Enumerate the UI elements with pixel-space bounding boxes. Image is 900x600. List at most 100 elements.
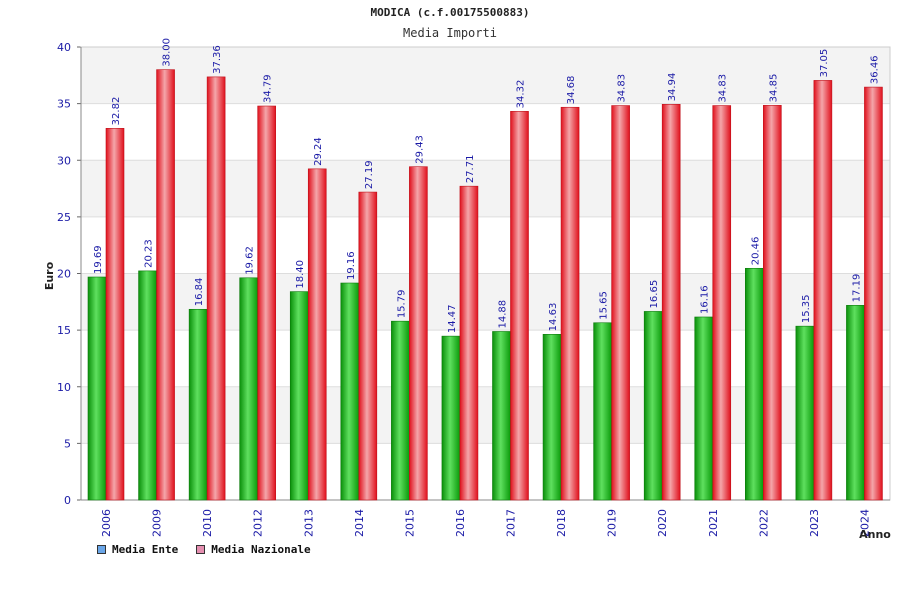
data-label: 14.63 xyxy=(548,303,559,332)
data-label: 34.68 xyxy=(566,76,577,105)
x-tick-label: 2012 xyxy=(252,509,265,537)
x-tick-label: 2010 xyxy=(201,509,214,537)
y-axis-label: Euro xyxy=(43,261,56,290)
bar-media-nazionale xyxy=(459,185,479,501)
y-tick-label: 20 xyxy=(57,268,71,281)
chart-title: MODICA (c.f.00175500883) xyxy=(370,6,530,19)
legend-label-media-nazionale: Media Nazionale xyxy=(211,543,311,556)
y-tick-label: 40 xyxy=(57,41,71,54)
x-tick-label: 2018 xyxy=(555,509,568,537)
y-tick-label: 0 xyxy=(64,494,71,507)
x-tick-label: 2022 xyxy=(757,509,770,537)
y-tick-label: 5 xyxy=(64,437,71,450)
bar-media-nazionale xyxy=(510,111,529,501)
data-label: 14.88 xyxy=(498,300,509,329)
y-tick-label: 35 xyxy=(57,98,71,111)
bar-media-nazionale xyxy=(661,104,681,501)
bar-media-ente xyxy=(846,305,865,501)
bar-media-ente xyxy=(138,270,157,501)
data-label: 19.16 xyxy=(346,251,357,280)
data-label: 37.05 xyxy=(819,49,830,78)
y-tick-label: 25 xyxy=(57,211,71,224)
data-label: 29.24 xyxy=(313,137,324,166)
x-tick-label: 2024 xyxy=(858,509,871,537)
bar-media-nazionale xyxy=(813,80,833,501)
data-label: 16.16 xyxy=(700,285,711,314)
data-label: 38.00 xyxy=(162,38,173,67)
bar-media-ente xyxy=(87,276,107,501)
data-label: 34.32 xyxy=(516,80,527,109)
x-tick-label: 2019 xyxy=(606,509,619,537)
data-label: 19.69 xyxy=(93,245,104,274)
data-label: 17.19 xyxy=(851,274,862,303)
data-label: 15.65 xyxy=(599,291,610,320)
bar-media-ente xyxy=(694,316,714,501)
bar-media-ente xyxy=(492,331,511,501)
x-tick-label: 2014 xyxy=(353,509,366,537)
bar-media-ente xyxy=(795,325,815,501)
bar-media-ente xyxy=(542,334,562,501)
x-tick-label: 2016 xyxy=(454,509,467,537)
data-label: 34.83 xyxy=(718,74,729,103)
x-tick-label: 2015 xyxy=(403,509,416,537)
data-label: 29.43 xyxy=(414,135,425,164)
bar-media-nazionale xyxy=(763,105,782,501)
data-label: 32.82 xyxy=(111,97,122,126)
data-label: 20.23 xyxy=(144,239,155,268)
x-tick-label: 2013 xyxy=(302,509,315,537)
bar-media-nazionale xyxy=(257,105,276,501)
bar-media-ente xyxy=(441,335,461,501)
bar-media-nazionale xyxy=(156,69,175,501)
bar-media-nazionale xyxy=(358,191,378,501)
bar-media-nazionale xyxy=(712,105,732,501)
data-label: 34.83 xyxy=(617,74,628,103)
bar-media-ente xyxy=(593,322,612,501)
data-label: 14.47 xyxy=(447,304,458,333)
bar-media-nazionale xyxy=(206,76,226,501)
data-label: 18.40 xyxy=(295,260,306,289)
y-tick-label: 30 xyxy=(57,154,71,167)
data-label: 34.79 xyxy=(263,74,274,103)
bar-media-ente xyxy=(391,320,410,501)
data-label: 16.65 xyxy=(649,280,660,309)
x-tick-label: 2023 xyxy=(808,509,821,537)
x-tick-label: 2006 xyxy=(100,509,113,537)
data-label: 19.62 xyxy=(245,246,256,275)
legend: Media Ente Media Nazionale xyxy=(97,543,311,556)
data-label: 27.19 xyxy=(364,160,375,189)
bar-media-nazionale xyxy=(560,106,580,501)
bar-media-nazionale xyxy=(105,128,125,501)
data-label: 16.84 xyxy=(194,278,205,307)
bar-media-nazionale xyxy=(611,105,630,501)
legend-swatch-media-nazionale xyxy=(196,545,206,554)
y-tick-label: 10 xyxy=(57,381,71,394)
x-tick-label: 2017 xyxy=(505,509,518,537)
bar-media-ente xyxy=(188,308,208,501)
data-label: 15.79 xyxy=(396,290,407,319)
legend-item-media-ente: Media Ente xyxy=(97,543,178,556)
x-tick-label: 2009 xyxy=(151,509,164,537)
bar-media-ente xyxy=(745,267,764,501)
data-label: 36.46 xyxy=(869,55,880,84)
data-label: 37.36 xyxy=(212,45,223,74)
bar-media-nazionale xyxy=(307,168,327,501)
data-label: 15.35 xyxy=(801,295,812,324)
legend-label-media-ente: Media Ente xyxy=(112,543,179,556)
x-tick-label: 2021 xyxy=(707,509,720,537)
chart-subtitle: Media Importi xyxy=(403,26,497,40)
bar-media-ente xyxy=(289,291,309,501)
x-tick-label: 2020 xyxy=(656,509,669,537)
legend-swatch-media-ente xyxy=(97,545,106,554)
bar-media-nazionale xyxy=(409,166,428,501)
bar-media-ente xyxy=(239,277,258,501)
bar-media-ente xyxy=(340,282,360,501)
y-tick-label: 15 xyxy=(57,324,71,337)
data-label: 27.71 xyxy=(465,155,476,184)
legend-item-media-nazionale: Media Nazionale xyxy=(196,543,311,556)
bar-media-ente xyxy=(643,311,663,501)
x-axis-label: Anno xyxy=(859,528,891,541)
bar-media-nazionale xyxy=(864,86,883,501)
data-label: 34.85 xyxy=(768,74,779,103)
